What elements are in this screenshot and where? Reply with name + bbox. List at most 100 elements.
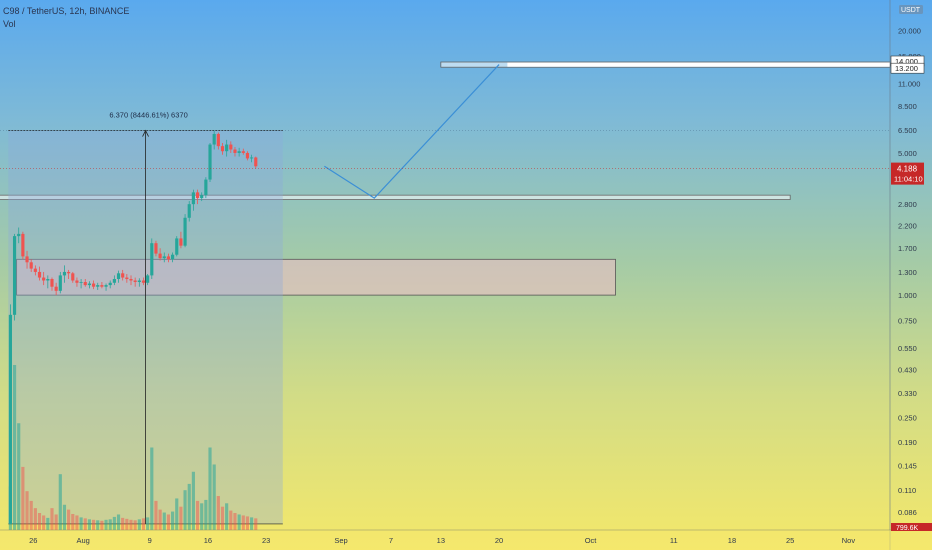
volume-bar xyxy=(237,514,241,530)
candle-body xyxy=(220,146,225,152)
time-tick-label: 13 xyxy=(437,536,445,545)
time-axis[interactable]: 26 Aug 9 16 23 Sep 7 13 20 Oct 11 18 25 Nov xyxy=(0,529,932,550)
volume-bar xyxy=(208,447,212,530)
volume-bar xyxy=(154,500,158,530)
candle-body xyxy=(179,238,183,246)
volume-bar xyxy=(29,500,33,530)
volume-bar xyxy=(71,513,75,530)
volume-bar xyxy=(37,513,42,530)
time-tick-label: 26 xyxy=(29,536,37,545)
candle-body xyxy=(154,243,158,254)
candle-body xyxy=(108,282,112,286)
candle-body xyxy=(8,314,12,524)
volume-bar xyxy=(50,508,54,530)
candle-body xyxy=(191,192,195,205)
projection-path xyxy=(324,64,500,199)
candle-body xyxy=(100,285,104,287)
volume-bar xyxy=(96,520,100,530)
candle-body xyxy=(241,151,245,153)
time-tick-label: Oct xyxy=(585,536,598,545)
price-tick-label: 0.550 xyxy=(898,344,917,353)
currency-box xyxy=(899,5,923,14)
zones-layer xyxy=(0,61,891,296)
volume-bar xyxy=(33,508,37,530)
time-tick-label: 9 xyxy=(148,536,152,545)
projection-layer xyxy=(324,64,500,199)
time-tick-label: 7 xyxy=(389,536,393,545)
price-tick-label: 11.000 xyxy=(898,79,920,88)
price-tick-label: 0.250 xyxy=(898,414,917,423)
volume-bar xyxy=(187,483,191,530)
bottom-tag-box xyxy=(891,523,932,531)
candle-body xyxy=(175,238,179,255)
volume-bar xyxy=(42,515,46,530)
price-tick-label: 8.500 xyxy=(898,102,917,111)
volume-bar xyxy=(183,490,187,530)
time-tick-label: 23 xyxy=(262,536,270,545)
candle-body xyxy=(21,233,25,257)
price-tick-label: 1.000 xyxy=(898,291,917,300)
volume-bar xyxy=(225,503,229,530)
price-tick-label: 0.190 xyxy=(898,438,917,447)
candle-body xyxy=(133,280,137,283)
time-tick-label: Sep xyxy=(334,536,347,545)
price-tick-label: 2.200 xyxy=(898,221,917,230)
symbol-title[interactable]: C98 / TetherUS, 12h, BINANCE xyxy=(3,6,130,16)
volume-bar xyxy=(241,515,245,530)
price-tick-label: 1.300 xyxy=(898,268,917,277)
candle-body xyxy=(237,151,241,153)
volume-bar xyxy=(137,519,141,530)
candle-body xyxy=(137,280,141,283)
candle-body xyxy=(225,144,229,152)
candle-body xyxy=(229,144,233,150)
volume-bar xyxy=(46,517,50,530)
candle-body xyxy=(208,144,212,180)
volume-bar xyxy=(200,503,204,530)
candle-body xyxy=(17,233,21,237)
candle-body xyxy=(212,133,216,145)
volume-bar xyxy=(220,506,225,530)
candle-body xyxy=(87,283,91,286)
volume-bar xyxy=(129,519,133,530)
time-axis-bg xyxy=(0,530,932,550)
candle-body xyxy=(129,279,133,281)
time-tick-label: Nov xyxy=(842,536,856,545)
volume-bar xyxy=(62,504,67,530)
candle-body xyxy=(104,285,108,287)
volume-bar xyxy=(191,471,195,530)
candle-body xyxy=(121,273,125,278)
volume-bar xyxy=(79,517,83,530)
volume-bar xyxy=(216,496,220,530)
volume-bar xyxy=(150,447,154,530)
volume-bar xyxy=(245,516,250,530)
volume-bar xyxy=(233,513,237,530)
volume-bar xyxy=(12,365,17,530)
candle-body xyxy=(233,149,237,153)
candle-body xyxy=(146,275,150,283)
candle-body xyxy=(112,279,116,283)
target-tag-upper: 14.000 xyxy=(895,57,918,66)
price-axis[interactable]: 20.00015.00011.0008.5006.5005.0002.8002.… xyxy=(889,0,923,550)
time-tick-label: 18 xyxy=(728,536,736,545)
candle-body xyxy=(150,243,154,276)
candle-body xyxy=(116,273,121,280)
candle-body xyxy=(195,192,200,199)
volume-bar xyxy=(254,518,258,530)
candles-layer xyxy=(8,130,258,524)
candle-body xyxy=(166,256,171,260)
volume-bar xyxy=(112,516,116,530)
price-tag-box xyxy=(891,162,924,185)
candle-body xyxy=(254,157,258,167)
volume-bar xyxy=(116,514,121,530)
bottom-tag-value: 799.6K xyxy=(896,525,919,532)
candle-body xyxy=(204,179,208,196)
time-tick-label: 16 xyxy=(204,536,212,545)
zone-box-0 xyxy=(16,258,616,296)
volume-bar xyxy=(162,512,166,530)
candle-body xyxy=(183,217,187,246)
volume-bar xyxy=(17,423,21,530)
target-tag-lower-box xyxy=(890,62,925,74)
target-zone-fill xyxy=(507,62,890,67)
